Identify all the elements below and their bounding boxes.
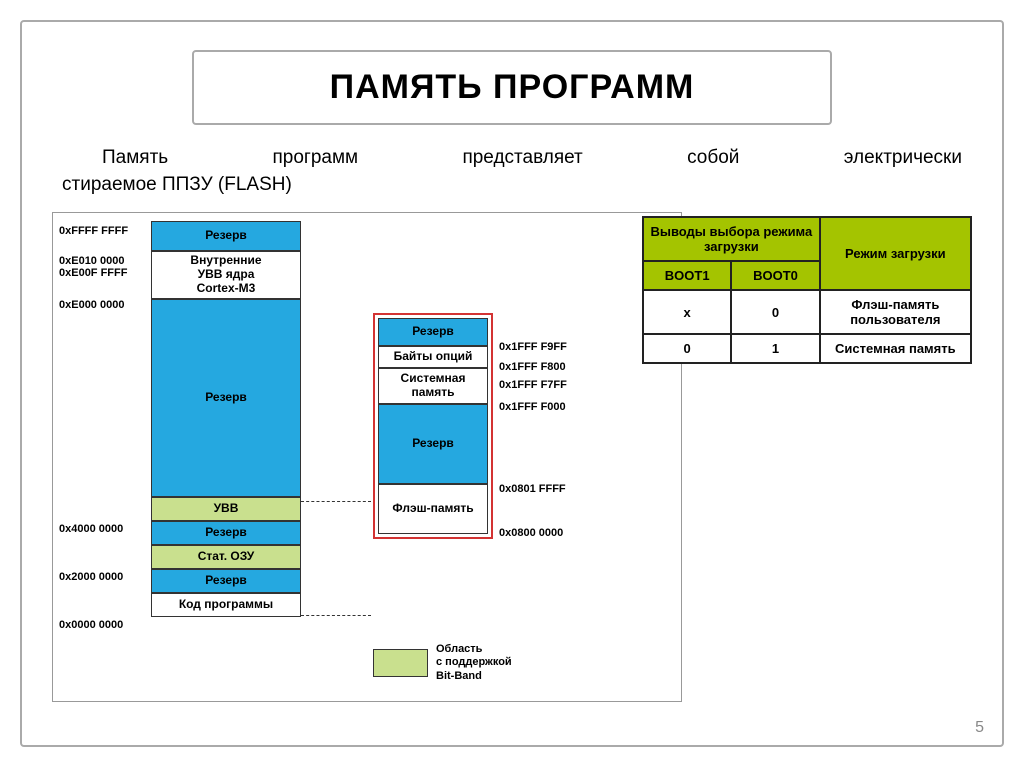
address-label: 0xFFFF FFFF [59, 225, 149, 237]
table-cell: 0 [731, 290, 819, 334]
content-area: РезервВнутренниеУВВ ядраCortex-M3РезервУ… [52, 212, 972, 712]
desc-line2: стираемое ППЗУ (FLASH) [62, 172, 962, 199]
legend-text: Областьс поддержкойBit-Band [436, 643, 512, 683]
memory-map-diagram: РезервВнутренниеУВВ ядраCortex-M3РезервУ… [52, 212, 682, 702]
zoom-connector [301, 501, 371, 502]
address-label: 0x1FFF F000 [499, 401, 609, 413]
address-label: 0x1FFF F9FF [499, 341, 609, 353]
main-block: УВВ [151, 497, 301, 521]
detail-block: Резерв [378, 404, 488, 484]
address-label: 0x0801 FFFF [499, 483, 609, 495]
address-label: 0xE000 0000 [59, 299, 149, 311]
table-header-mode: Режим загрузки [820, 217, 971, 290]
slide-title: ПАМЯТЬ ПРОГРАММ [202, 68, 822, 107]
table-cell: 1 [731, 334, 819, 363]
main-block: Резерв [151, 299, 301, 497]
detail-block: Системнаяпамять [378, 368, 488, 404]
table-header-pins: Выводы выбора режима загрузки [643, 217, 820, 261]
table-cell: 0 [643, 334, 731, 363]
main-block: Код программы [151, 593, 301, 617]
detail-block: Флэш-память [378, 484, 488, 534]
description: Память программ представляет собой элект… [62, 145, 962, 198]
col-boot1: BOOT1 [643, 261, 731, 290]
main-block: Резерв [151, 221, 301, 251]
detail-block: Байты опций [378, 346, 488, 368]
table-row: x0Флэш-память пользователя [643, 290, 971, 334]
boot-mode-table: Выводы выбора режима загрузки Режим загр… [642, 216, 972, 364]
address-label: 0xE00F FFFF [59, 267, 149, 279]
title-box: ПАМЯТЬ ПРОГРАММ [192, 50, 832, 125]
zoom-connector [301, 615, 371, 616]
main-block: Резерв [151, 521, 301, 545]
legend-swatch [373, 649, 428, 677]
slide-frame: ПАМЯТЬ ПРОГРАММ Память программ представ… [20, 20, 1004, 747]
address-label: 0x0000 0000 [59, 619, 149, 631]
address-label: 0x4000 0000 [59, 523, 149, 535]
address-label: 0x2000 0000 [59, 571, 149, 583]
main-memory-map: РезервВнутренниеУВВ ядраCortex-M3РезервУ… [151, 221, 301, 617]
address-label: 0x1FFF F800 [499, 361, 609, 373]
table-cell: x [643, 290, 731, 334]
col-boot0: BOOT0 [731, 261, 819, 290]
main-block: Стат. ОЗУ [151, 545, 301, 569]
address-label: 0x1FFF F7FF [499, 379, 609, 391]
table-row: 01Системная память [643, 334, 971, 363]
main-block: Резерв [151, 569, 301, 593]
page-number: 5 [975, 719, 984, 737]
main-block: ВнутренниеУВВ ядраCortex-M3 [151, 251, 301, 299]
address-label: 0x0800 0000 [499, 527, 609, 539]
detail-block: Резерв [378, 318, 488, 346]
table-cell: Флэш-память пользователя [820, 290, 971, 334]
legend: Областьс поддержкойBit-Band [373, 643, 512, 683]
detail-memory-map: РезервБайты опцийСистемнаяпамятьРезервФл… [373, 313, 493, 539]
table-cell: Системная память [820, 334, 971, 363]
desc-line1: Память программ представляет собой элект… [62, 145, 962, 172]
address-label: 0xE010 0000 [59, 255, 149, 267]
